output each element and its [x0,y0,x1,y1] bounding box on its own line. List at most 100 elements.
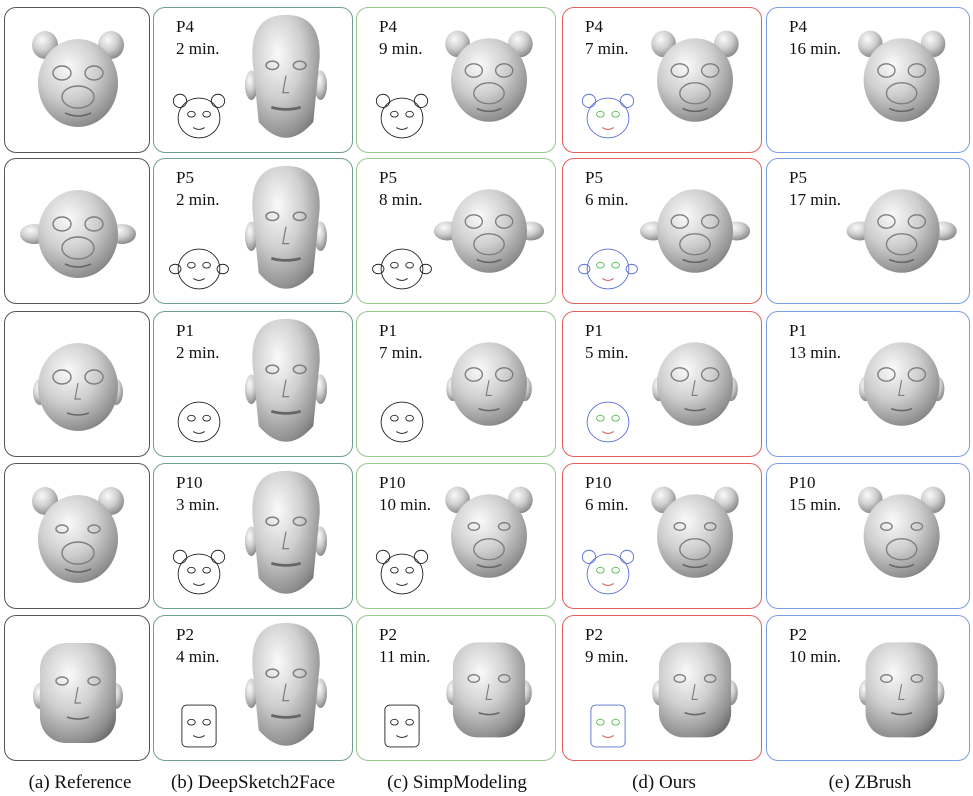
modeling-time: 11 min. [379,647,431,666]
cell-reference-p10 [4,463,150,609]
head-render [245,318,327,442]
cell-figure [172,470,327,595]
cell-figure [372,189,545,290]
head-render [32,31,124,127]
head-render [32,487,124,583]
participant-id: P10 [379,473,406,492]
caption-deepsketch2face: (b) DeepSketch2Face [170,772,336,793]
participant-id: P10 [789,473,816,492]
cell-ours-p5: P5 6 min. [562,158,762,304]
participant-id: P2 [379,625,397,644]
cell-ours-p10: P10 6 min. [562,463,762,609]
participant-id: P10 [176,473,203,492]
participant-id: P5 [789,168,807,187]
participant-id: P1 [789,321,807,340]
cell-deepsketch2face-p5: P5 2 min. [153,158,353,304]
cell-ours-p4: P4 7 min. [562,7,762,153]
cell-figure [172,14,327,139]
participant-time-label: P2 4 min. [176,624,219,668]
head-render [858,642,945,738]
modeling-time: 3 min. [176,495,220,514]
cell-figure [380,342,532,443]
participant-id: P2 [585,625,603,644]
modeling-time: 17 min. [789,190,841,209]
participant-id: P4 [789,17,807,36]
sketch-drawing [372,248,432,290]
cell-figure [181,622,327,748]
caption-simpmodeling: (c) SimpModeling [387,772,527,793]
cell-figure [857,486,946,578]
participant-time-label: P4 9 min. [379,16,422,60]
cell-zbrush-p2: P2 10 min. [766,615,970,761]
participant-id: P5 [176,168,194,187]
cell-figure [33,343,123,431]
head-render [445,486,533,578]
cell-figure [20,190,136,278]
sketch-drawing [581,93,635,139]
participant-time-label: P10 3 min. [176,472,219,516]
cell-figure [177,318,327,443]
head-render [33,343,123,431]
participant-id: P2 [176,625,194,644]
sketch-drawing [375,93,429,139]
cell-figure [858,642,945,738]
head-render [846,189,957,273]
participant-id: P5 [379,168,397,187]
cell-figure [846,189,957,273]
sketch-drawing [578,248,638,290]
cell-simpmodeling-p10: P10 10 min. [356,463,556,609]
modeling-time: 6 min. [585,495,629,514]
head-render [857,30,946,122]
head-render [245,14,327,138]
participant-id: P4 [585,17,603,36]
participant-id: P5 [585,168,603,187]
modeling-time: 4 min. [176,647,220,666]
cell-figure [375,486,533,595]
modeling-time: 6 min. [585,190,629,209]
participant-id: P1 [379,321,397,340]
cell-figure [32,487,124,583]
caption-zbrush: (e) ZBrush [828,772,912,793]
participant-time-label: P2 11 min. [379,624,430,668]
head-render [445,30,533,122]
cell-ours-p2: P2 9 min. [562,615,762,761]
modeling-time: 16 min. [789,39,841,58]
modeling-time: 8 min. [379,190,423,209]
head-render [433,189,545,273]
participant-time-label: P1 5 min. [585,320,628,364]
modeling-time: 7 min. [585,39,629,58]
sketch-drawing [177,401,221,443]
sketch-drawing [581,549,635,595]
head-render [652,642,738,738]
cell-simpmodeling-p5: P5 8 min. [356,158,556,304]
head-render [651,30,739,122]
participant-time-label: P4 16 min. [789,16,841,60]
sketch-drawing [169,248,229,290]
participant-id: P4 [379,17,397,36]
head-render [446,642,532,738]
sketch-drawing [586,401,630,443]
modeling-time: 10 min. [379,495,431,514]
head-render [857,486,946,578]
participant-id: P4 [176,17,194,36]
participant-time-label: P1 2 min. [176,320,219,364]
cell-simpmodeling-p4: P4 9 min. [356,7,556,153]
participant-time-label: P2 9 min. [585,624,628,668]
head-render [651,486,739,578]
modeling-time: 15 min. [789,495,841,514]
cell-zbrush-p1: P1 13 min. [766,311,970,457]
sketch-drawing [590,704,626,748]
participant-time-label: P4 2 min. [176,16,219,60]
modeling-time: 7 min. [379,343,423,362]
participant-id: P1 [176,321,194,340]
participant-id: P2 [789,625,807,644]
cell-zbrush-p10: P10 15 min. [766,463,970,609]
participant-time-label: P10 6 min. [585,472,628,516]
participant-time-label: P1 7 min. [379,320,422,364]
caption-reference: (a) Reference [28,772,132,793]
cell-figure [578,189,751,290]
cell-figure [581,486,739,595]
cell-figure [858,342,945,426]
participant-time-label: P5 2 min. [176,167,219,211]
modeling-time: 10 min. [789,647,841,666]
